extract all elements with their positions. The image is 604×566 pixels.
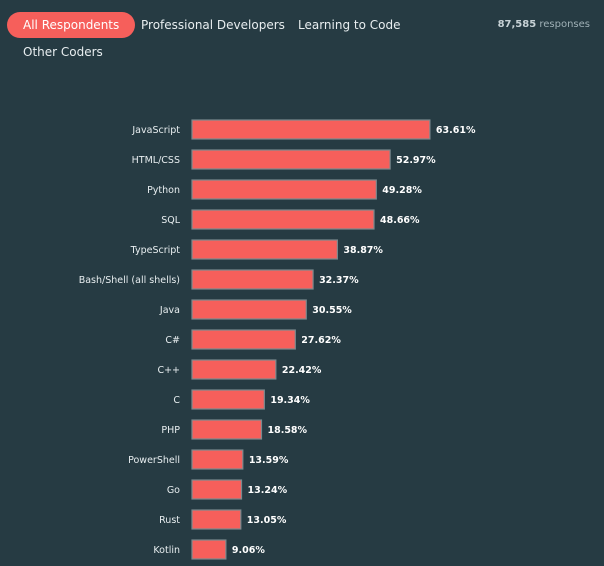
response-count-number: 87,585: [497, 19, 537, 30]
tab-other-coders[interactable]: Other Coders: [23, 45, 103, 59]
category-label-sql: SQL: [161, 215, 181, 226]
response-count-label: responses: [539, 19, 590, 30]
category-label-php: PHP: [161, 425, 180, 436]
value-label-typescript: 38.87%: [343, 245, 383, 256]
language-usage-bar-chart: JavaScript 63.61% HTML/CSS 52.97% Python 49.2…: [79, 119, 476, 560]
bar-javascript[interactable]: [191, 119, 431, 140]
value-label-kotlin: 9.06%: [232, 545, 265, 556]
category-label-bash-shell-all-shells: Bash/Shell (all shells): [79, 275, 180, 286]
value-label-sql: 48.66%: [380, 215, 420, 226]
value-label-go: 13.24%: [248, 485, 288, 496]
response-count: 87,585 responses: [498, 19, 590, 30]
value-label-php: 18.58%: [267, 425, 307, 436]
value-label-python: 49.28%: [382, 185, 422, 196]
value-label-bash-shell-all-shells: 32.37%: [319, 275, 359, 286]
bar-bash-shell-all-shells[interactable]: [191, 269, 314, 290]
value-label-powershell: 13.59%: [249, 455, 289, 466]
category-label-html-css: HTML/CSS: [132, 155, 180, 166]
value-label-html-css: 52.97%: [396, 155, 436, 166]
value-label-c-sharp: 27.62%: [301, 335, 341, 346]
value-label-cpp: 22.42%: [282, 365, 322, 376]
bar-rust[interactable]: [191, 509, 242, 530]
category-label-python: Python: [147, 185, 180, 196]
bar-php[interactable]: [191, 419, 263, 440]
category-label-typescript: TypeScript: [130, 245, 181, 256]
bar-java[interactable]: [191, 299, 307, 320]
category-label-go: Go: [167, 485, 180, 496]
value-label-c: 19.34%: [270, 395, 310, 406]
category-label-powershell: PowerShell: [128, 455, 180, 466]
bar-powershell[interactable]: [191, 449, 244, 470]
bar-html-css[interactable]: [191, 149, 391, 170]
category-label-cpp: C++: [157, 365, 180, 376]
category-label-rust: Rust: [159, 515, 180, 526]
category-label-java: Java: [159, 305, 180, 316]
bar-kotlin[interactable]: [191, 539, 227, 560]
bar-python[interactable]: [191, 179, 377, 200]
bar-sql[interactable]: [191, 209, 375, 230]
tab-all-respondents[interactable]: All Respondents: [7, 12, 136, 38]
bar-go[interactable]: [191, 479, 243, 500]
category-label-kotlin: Kotlin: [153, 545, 180, 556]
value-label-javascript: 63.61%: [436, 125, 476, 136]
category-label-javascript: JavaScript: [131, 125, 180, 136]
bar-typescript[interactable]: [191, 239, 338, 260]
bar-cpp[interactable]: [191, 359, 277, 380]
category-label-c-sharp: C#: [165, 335, 180, 346]
category-label-c: C: [173, 395, 180, 406]
bar-c-sharp[interactable]: [191, 329, 296, 350]
value-label-rust: 13.05%: [247, 515, 287, 526]
tab-learning-to-code[interactable]: Learning to Code: [298, 18, 401, 32]
tab-professional-developers[interactable]: Professional Developers: [141, 18, 285, 32]
bar-c[interactable]: [191, 389, 265, 410]
value-label-java: 30.55%: [312, 305, 352, 316]
